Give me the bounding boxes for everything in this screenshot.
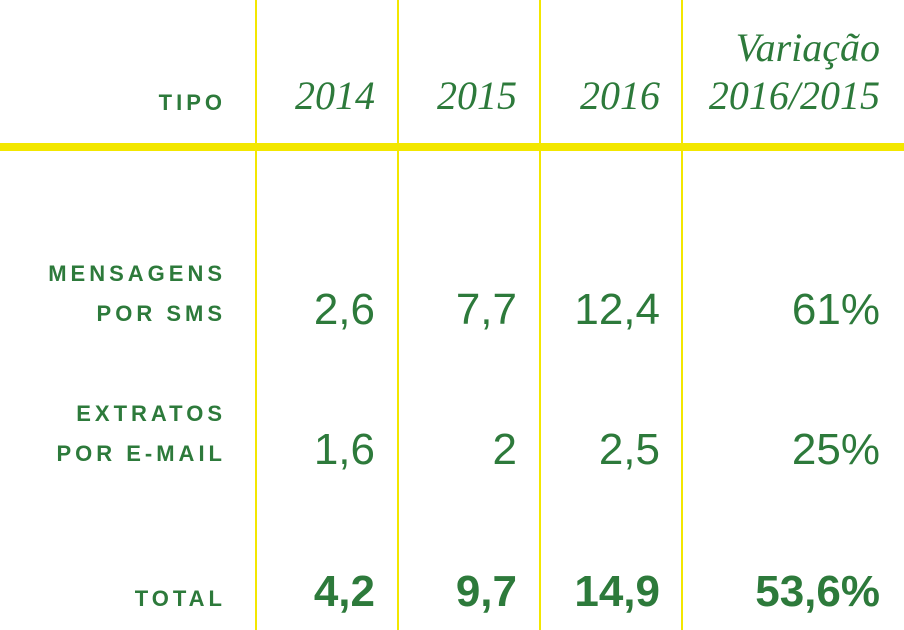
row-label: POR SMS bbox=[96, 301, 226, 326]
header-year: 2015 bbox=[437, 73, 517, 118]
cell-value: 7,7 bbox=[455, 285, 517, 334]
header-variation: 2016/2015 bbox=[708, 73, 880, 118]
cell-value: 12,4 bbox=[574, 285, 660, 334]
row-label: POR E-MAIL bbox=[56, 441, 226, 466]
header-year: 2016 bbox=[580, 73, 660, 118]
column-divider bbox=[681, 0, 683, 630]
total-label: TOTAL bbox=[134, 586, 226, 611]
total-value: 4,2 bbox=[313, 567, 375, 616]
column-divider bbox=[255, 0, 257, 630]
row-label: EXTRATOS bbox=[76, 401, 226, 426]
cell-value: 2 bbox=[492, 425, 517, 474]
header-rule bbox=[0, 143, 904, 151]
cell-variation: 61% bbox=[791, 285, 880, 334]
cell-value: 2,5 bbox=[598, 425, 660, 474]
cell-value: 2,6 bbox=[313, 285, 375, 334]
column-divider bbox=[397, 0, 399, 630]
header-label: TIPO bbox=[158, 90, 226, 115]
total-variation: 53,6% bbox=[755, 567, 880, 616]
column-divider bbox=[539, 0, 541, 630]
header-year: 2014 bbox=[295, 73, 375, 118]
cell-variation: 25% bbox=[791, 425, 880, 474]
header-variation: Variação bbox=[735, 25, 880, 70]
total-value: 14,9 bbox=[574, 567, 660, 616]
row-label: MENSAGENS bbox=[48, 261, 226, 286]
total-value: 9,7 bbox=[455, 567, 517, 616]
cell-value: 1,6 bbox=[313, 425, 375, 474]
